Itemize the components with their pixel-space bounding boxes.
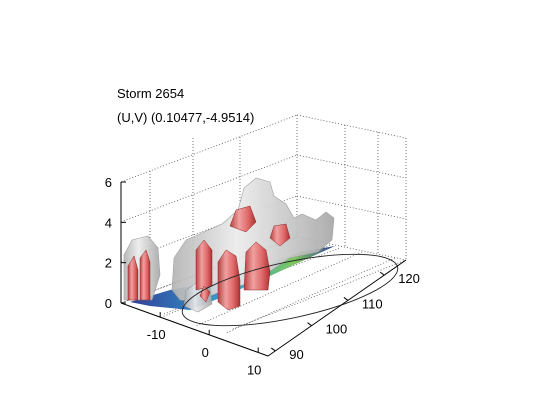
- chart-title: Storm 2654: [117, 86, 185, 101]
- y-tick: [343, 297, 349, 301]
- tick-marks: [121, 181, 385, 353]
- z-tick-label: 4: [105, 215, 112, 230]
- x-tick-label: 0: [202, 345, 209, 360]
- y-tick-label: 90: [289, 347, 303, 362]
- y-tick: [379, 271, 385, 276]
- y-tick-label: 120: [398, 271, 420, 286]
- y-tick-label: 100: [326, 322, 348, 337]
- tick-labels: 0 2 4 6 -10 0 10 90 100 110 120: [105, 175, 420, 377]
- chart-subtitle: (U,V) (0.10477,-4.9514): [117, 110, 255, 125]
- x-tick-label: 10: [247, 362, 261, 377]
- isosurface-inner: [127, 205, 291, 311]
- z-tick-label: 6: [105, 175, 112, 190]
- y-tick: [270, 347, 276, 352]
- z-tick-label: 2: [105, 256, 112, 271]
- x-tick-label: -10: [147, 327, 166, 342]
- axes-box: [120, 182, 407, 357]
- z-tick-label: 0: [105, 296, 112, 311]
- y-tick: [307, 322, 312, 327]
- y-tick-label: 110: [362, 296, 383, 311]
- storm-track-ellipse: [181, 253, 399, 327]
